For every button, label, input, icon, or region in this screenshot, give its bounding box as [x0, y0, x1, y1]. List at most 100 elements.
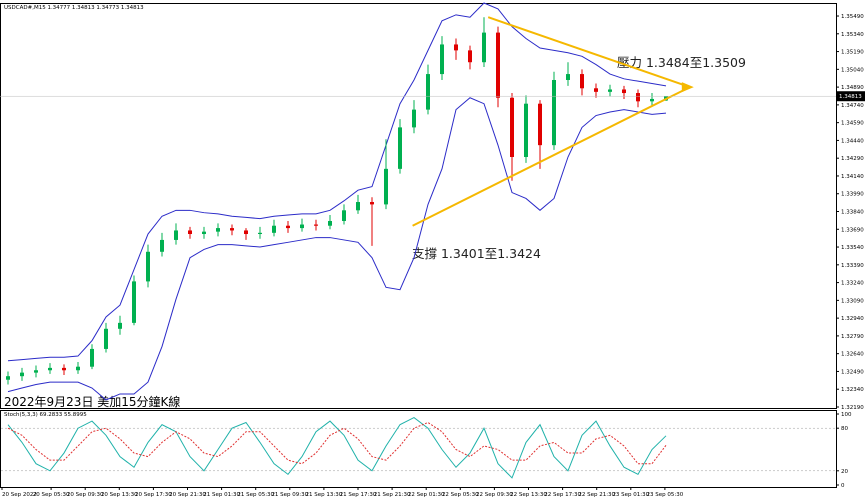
- price-label: 1.34813: [839, 94, 862, 100]
- y-tick-label: 1.34140: [841, 174, 864, 180]
- x-tick-label: 22 Sep 05:30: [442, 492, 479, 498]
- candle-body: [636, 93, 640, 102]
- y-tick-label: 100: [841, 412, 852, 418]
- y-tick-label: 1.33840: [841, 210, 864, 216]
- stoch-frame: [0, 410, 837, 488]
- candle-body: [188, 230, 192, 235]
- y-tick-label: 1.35490: [841, 14, 864, 20]
- y-tick-label: 0: [841, 483, 845, 489]
- main-frame: [0, 3, 837, 409]
- y-tick-label: 1.32490: [841, 369, 864, 375]
- x-tick-label: 20 Sep 2022: [2, 492, 37, 498]
- candle-body: [496, 32, 500, 98]
- candle-body: [202, 231, 206, 235]
- candle-body: [76, 366, 80, 371]
- stoch-label: Stoch(5,3,3) 69.2833 55.8995: [4, 412, 87, 418]
- candle-body: [426, 74, 430, 110]
- header: USDCAD#,M15 1.34777 1.34813 1.34773 1.34…: [4, 5, 144, 11]
- y-tick-label: 1.34590: [841, 121, 864, 127]
- y-tick-label: 1.33540: [841, 245, 864, 251]
- candle-body: [132, 281, 136, 323]
- y-tick-label: 1.32640: [841, 352, 864, 358]
- candle-body: [104, 328, 108, 349]
- candle-body: [328, 220, 332, 226]
- candle-body: [580, 74, 584, 89]
- resistance-note: 壓力 1.3484至1.3509: [617, 55, 746, 70]
- y-tick-label: 1.35340: [841, 32, 864, 38]
- trend-line: [412, 86, 691, 227]
- candle-body: [370, 202, 374, 205]
- x-tick-label: 21 Sep 13:30: [306, 492, 343, 498]
- y-tick-label: 1.33990: [841, 192, 864, 198]
- candle-body: [160, 239, 164, 252]
- y-tick-label: 1.34890: [841, 85, 864, 91]
- y-tick-label: 1.33690: [841, 227, 864, 233]
- x-tick-label: 22 Sep 17:30: [544, 492, 581, 498]
- candle-body: [566, 74, 570, 80]
- candle-body: [454, 44, 458, 51]
- y-tick-label: 1.35040: [841, 67, 864, 73]
- candle-body: [482, 32, 486, 63]
- candle-body: [594, 88, 598, 92]
- candle-body: [6, 376, 10, 380]
- y-tick-label: 1.32190: [841, 405, 864, 411]
- candle-body: [440, 44, 444, 75]
- x-tick-label: 21 Sep 09:30: [271, 492, 308, 498]
- candle-body: [314, 224, 318, 226]
- y-tick-label: 1.32940: [841, 316, 864, 322]
- candle-body: [90, 348, 94, 367]
- candle-body: [146, 251, 150, 282]
- candle-body: [524, 103, 528, 158]
- price-label-box: [837, 91, 865, 102]
- candle-body: [48, 367, 52, 371]
- candle-body: [510, 97, 514, 158]
- x-tick-label: 23 Sep 05:30: [647, 492, 684, 498]
- x-tick-label: 22 Sep 13:30: [510, 492, 547, 498]
- trend-line: [487, 16, 691, 89]
- x-tick-label: 22 Sep 01:30: [408, 492, 445, 498]
- y-tick-label: 1.35190: [841, 50, 864, 56]
- candle-body: [258, 232, 262, 235]
- candle-body: [384, 168, 388, 205]
- band-lower: [7, 97, 667, 401]
- candle-body: [552, 79, 556, 146]
- y-tick-label: 1.32790: [841, 334, 864, 340]
- band-upper: [7, 2, 667, 362]
- x-tick-label: 20 Sep 09:30: [67, 492, 104, 498]
- x-tick-label: 20 Sep 13:30: [101, 492, 138, 498]
- y-tick-label: 1.33090: [841, 298, 864, 304]
- candle-body: [608, 89, 612, 92]
- x-tick-label: 21 Sep 17:30: [340, 492, 377, 498]
- x-tick-label: 21 Sep 21:30: [374, 492, 411, 498]
- y-tick-label: 80: [841, 426, 848, 432]
- y-tick-label: 1.33390: [841, 263, 864, 269]
- x-tick-label: 20 Sep 21:30: [169, 492, 206, 498]
- candle-body: [286, 225, 290, 229]
- y-tick-label: 1.34440: [841, 138, 864, 144]
- candle-body: [244, 230, 248, 235]
- candle-body: [622, 89, 626, 94]
- candle-body: [412, 109, 416, 128]
- candle-body: [538, 103, 542, 146]
- y-tick-label: 1.34290: [841, 156, 864, 162]
- stoch-signal: [7, 421, 667, 465]
- candle-body: [118, 322, 122, 329]
- y-tick-label: 1.34740: [841, 103, 864, 109]
- x-tick-label: 21 Sep 05:30: [237, 492, 274, 498]
- x-tick-label: 22 Sep 21:30: [578, 492, 615, 498]
- support-note: 支撐 1.3401至1.3424: [412, 246, 541, 261]
- candle-body: [272, 225, 276, 233]
- x-tick-label: 20 Sep 05:30: [33, 492, 70, 498]
- candle-body: [398, 127, 402, 169]
- candle-body: [216, 228, 220, 232]
- arrow-head: [681, 82, 694, 93]
- candle-body: [300, 224, 304, 229]
- candle-body: [468, 50, 472, 63]
- x-tick-label: 22 Sep 09:30: [476, 492, 513, 498]
- candle-body: [62, 367, 66, 371]
- x-tick-label: 21 Sep 01:30: [203, 492, 240, 498]
- candle-body: [342, 210, 346, 221]
